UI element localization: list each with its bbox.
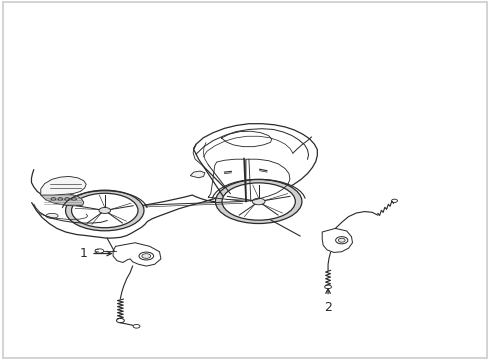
Ellipse shape bbox=[117, 319, 124, 323]
Ellipse shape bbox=[66, 190, 144, 231]
Ellipse shape bbox=[216, 180, 302, 224]
Polygon shape bbox=[113, 243, 161, 266]
Ellipse shape bbox=[392, 199, 397, 202]
Ellipse shape bbox=[139, 252, 154, 260]
Ellipse shape bbox=[72, 193, 138, 228]
Ellipse shape bbox=[222, 183, 295, 220]
Polygon shape bbox=[41, 193, 84, 206]
Ellipse shape bbox=[99, 207, 111, 213]
Ellipse shape bbox=[338, 238, 345, 242]
Polygon shape bbox=[190, 171, 205, 178]
Ellipse shape bbox=[142, 254, 151, 258]
Ellipse shape bbox=[252, 198, 265, 205]
Ellipse shape bbox=[95, 249, 104, 253]
Ellipse shape bbox=[336, 237, 348, 244]
Ellipse shape bbox=[46, 213, 58, 219]
Polygon shape bbox=[31, 124, 318, 238]
Text: 1: 1 bbox=[80, 247, 88, 260]
Polygon shape bbox=[322, 228, 352, 252]
Text: 2: 2 bbox=[324, 301, 332, 314]
Ellipse shape bbox=[133, 324, 140, 328]
Polygon shape bbox=[41, 176, 86, 195]
Ellipse shape bbox=[325, 285, 331, 289]
